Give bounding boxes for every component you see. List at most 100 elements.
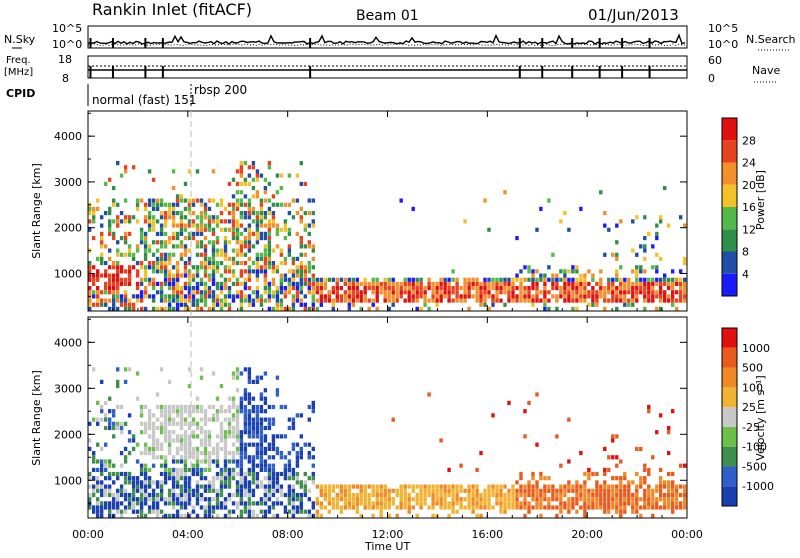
heatmap-cell xyxy=(235,371,240,376)
heatmap-cell xyxy=(419,286,423,291)
heatmap-cell xyxy=(231,202,236,207)
heatmap-cell xyxy=(159,442,164,447)
heatmap-cell xyxy=(467,497,471,502)
heatmap-cell xyxy=(679,277,683,282)
heatmap-cell xyxy=(347,281,351,286)
heatmap-cell xyxy=(487,277,491,282)
heatmap-cell xyxy=(239,467,244,472)
heatmap-cell xyxy=(119,219,124,224)
heatmap-cell xyxy=(223,409,228,414)
heatmap-cell xyxy=(179,484,184,489)
heatmap-cell xyxy=(667,471,671,477)
heatmap-cell xyxy=(219,261,224,266)
heatmap-cell xyxy=(471,294,475,299)
heatmap-cell xyxy=(519,501,523,506)
heatmap-cell xyxy=(211,169,216,174)
heatmap-cell xyxy=(104,492,108,498)
heatmap-cell xyxy=(175,244,180,249)
heatmap-cell xyxy=(191,505,196,510)
heatmap-cell xyxy=(275,202,280,207)
colorbar-tick-label: 8 xyxy=(742,246,749,259)
heatmap-cell xyxy=(671,509,675,514)
heatmap-cell xyxy=(167,451,172,456)
heatmap-cell xyxy=(195,446,200,451)
heatmap-cell xyxy=(239,248,244,253)
heatmap-cell xyxy=(607,467,611,472)
heatmap-cell xyxy=(231,206,236,211)
heatmap-cell xyxy=(387,497,391,502)
heatmap-cell xyxy=(88,219,92,224)
heatmap-cell xyxy=(507,290,511,295)
heatmap-cell xyxy=(171,438,176,443)
heatmap-cell xyxy=(395,492,399,498)
heatmap-cell xyxy=(219,202,224,207)
heatmap-cell xyxy=(491,298,495,303)
heatmap-cell xyxy=(619,501,623,506)
heatmap-cell xyxy=(207,417,212,422)
heatmap-cell xyxy=(559,219,563,224)
heatmap-cell xyxy=(575,480,579,485)
heatmap-cell xyxy=(467,484,471,489)
heatmap-cell xyxy=(415,277,419,282)
heatmap-cell xyxy=(647,281,651,286)
heatmap-cell xyxy=(403,505,407,510)
heatmap-cell xyxy=(291,501,296,506)
heatmap-cell xyxy=(108,425,112,431)
heatmap-cell xyxy=(247,425,252,431)
heatmap-cell xyxy=(199,409,204,414)
heatmap-cell xyxy=(159,492,164,498)
heatmap-cell xyxy=(123,165,128,170)
heatmap-cell xyxy=(255,190,260,195)
heatmap-cell xyxy=(223,467,228,472)
heatmap-cell xyxy=(179,252,184,257)
heatmap-cell xyxy=(231,215,236,220)
heatmap-cell xyxy=(647,409,651,414)
heatmap-cell xyxy=(251,421,256,426)
heatmap-cell xyxy=(231,194,236,199)
heatmap-cell xyxy=(255,484,260,489)
heatmap-cell xyxy=(283,455,288,460)
heatmap-cell xyxy=(155,505,160,510)
heatmap-cell xyxy=(663,277,667,282)
heatmap-cell xyxy=(215,459,220,464)
heatmap-cell xyxy=(671,281,675,286)
heatmap-cell xyxy=(271,421,276,426)
heatmap-cell xyxy=(116,492,120,498)
heatmap-cell xyxy=(183,273,188,278)
heatmap-cell xyxy=(347,484,351,489)
heatmap-cell xyxy=(327,290,331,295)
heatmap-cell xyxy=(159,404,164,410)
heatmap-cell xyxy=(499,290,503,295)
heatmap-cell xyxy=(203,215,208,220)
heatmap-cell xyxy=(315,513,319,518)
heatmap-cell xyxy=(655,223,659,228)
heatmap-cell xyxy=(355,497,359,502)
heatmap-cell xyxy=(183,421,188,426)
heatmap-cell xyxy=(543,306,547,311)
heatmap-cell xyxy=(100,471,104,477)
heatmap-cell xyxy=(175,501,180,506)
heatmap-cell xyxy=(263,467,268,472)
heatmap-cell xyxy=(227,277,232,282)
heatmap-cell xyxy=(239,509,244,514)
heatmap-cell xyxy=(655,294,659,299)
heatmap-cell xyxy=(116,202,120,207)
heatmap-cell xyxy=(219,434,224,439)
heatmap-cell xyxy=(575,501,579,506)
heatmap-cell xyxy=(179,467,184,472)
heatmap-cell xyxy=(183,244,188,249)
heatmap-cell xyxy=(207,290,212,295)
heatmap-cell xyxy=(215,501,220,506)
heatmap-cell xyxy=(531,476,535,481)
heatmap-cell xyxy=(243,161,248,166)
heatmap-cell xyxy=(147,476,152,481)
heatmap-cell xyxy=(439,501,443,506)
heatmap-cell xyxy=(511,505,515,510)
heatmap-cell xyxy=(171,497,176,502)
heatmap-cell xyxy=(123,198,128,203)
heatmap-cell xyxy=(431,501,435,506)
heatmap-cell xyxy=(231,371,236,376)
heatmap-cell xyxy=(411,294,415,299)
heatmap-cell xyxy=(163,273,168,278)
heatmap-cell xyxy=(179,198,184,203)
